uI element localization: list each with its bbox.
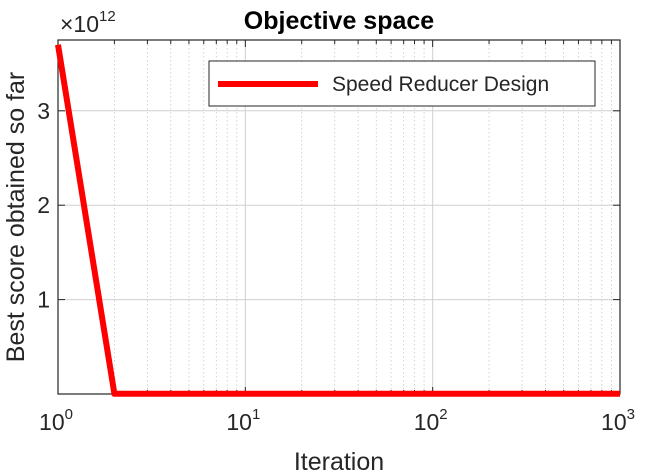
x-tick-label: 103 <box>601 406 635 435</box>
y-axis-label: Best score obtained so far <box>2 72 30 362</box>
x-tick-label: 100 <box>39 406 73 435</box>
x-tick-labels: 100 101 102 103 <box>39 406 635 435</box>
series-point <box>432 393 434 395</box>
series-point <box>244 393 246 395</box>
series-point <box>57 44 59 46</box>
legend-label-speed-reducer-design: Speed Reducer Design <box>332 73 549 96</box>
chart-title: Objective space <box>244 7 434 35</box>
series-layer <box>55 44 621 397</box>
y-tick-labels: 1 2 3 <box>37 98 50 313</box>
series-point <box>188 393 190 395</box>
x-tick-label: 101 <box>226 406 260 435</box>
y-tick-label: 1 <box>37 287 50 313</box>
x-tick-label: 102 <box>414 406 448 435</box>
series-point <box>113 393 115 395</box>
x-axis-label: Iteration <box>294 448 384 476</box>
series-point <box>375 393 377 395</box>
series-point <box>146 393 148 395</box>
legend: Speed Reducer Design <box>208 60 596 107</box>
y-exponent-label: ×1012 <box>60 8 116 37</box>
y-tick-label: 2 <box>37 192 50 218</box>
series-point <box>619 393 621 395</box>
series-point <box>563 393 565 395</box>
y-tick-label: 3 <box>37 98 50 124</box>
